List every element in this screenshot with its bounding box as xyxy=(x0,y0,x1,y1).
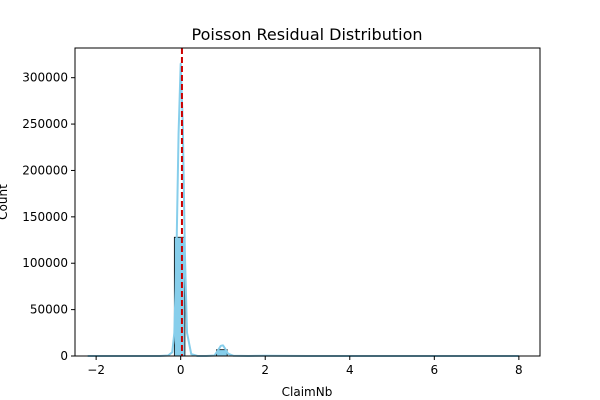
x-tick-label: 0 xyxy=(177,363,185,377)
x-tick-label: −2 xyxy=(87,363,105,377)
y-tick-label: 250000 xyxy=(22,117,68,131)
x-tick-label: 6 xyxy=(430,363,438,377)
y-tick-label: 0 xyxy=(60,349,68,363)
y-tick-label: 150000 xyxy=(22,210,68,224)
chart-title: Poisson Residual Distribution xyxy=(192,25,423,44)
x-tick-label: 8 xyxy=(515,363,523,377)
x-tick-label: 2 xyxy=(261,363,269,377)
kde-density-line xyxy=(87,62,519,357)
x-tick-label: 4 xyxy=(346,363,354,377)
x-axis-label: ClaimNb xyxy=(282,385,333,399)
plot-area-frame xyxy=(74,47,541,357)
y-tick-label: 300000 xyxy=(22,71,68,85)
y-axis-label: Count xyxy=(0,184,10,220)
y-tick-label: 200000 xyxy=(22,163,68,177)
y-tick-label: 50000 xyxy=(30,303,68,317)
y-tick-label: 100000 xyxy=(22,256,68,270)
